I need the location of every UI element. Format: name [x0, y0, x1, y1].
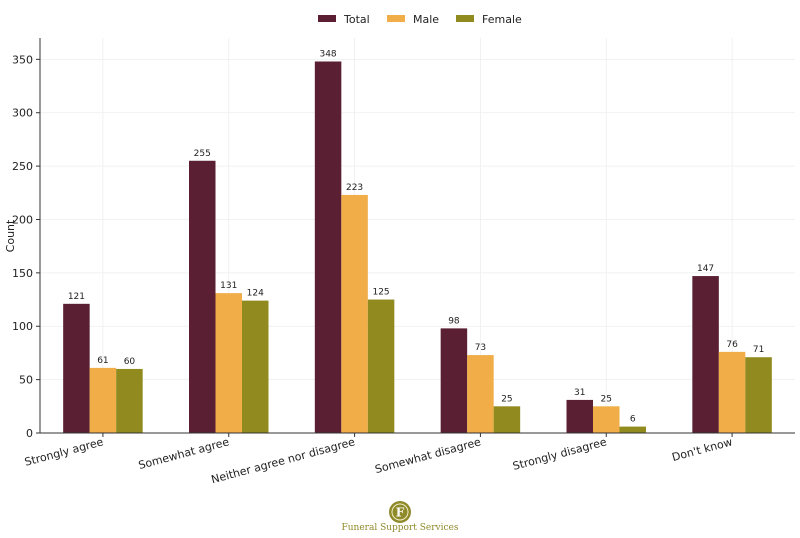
bar-male	[718, 351, 746, 433]
data-label: 147	[697, 264, 714, 274]
logo-emblem-ring	[391, 503, 409, 521]
data-label: 25	[601, 394, 612, 404]
x-tick-label: Somewhat agree	[137, 435, 231, 472]
bar-male	[215, 293, 242, 433]
bar-total	[440, 328, 468, 433]
bar-male	[341, 194, 368, 433]
y-tick-label: 350	[12, 53, 33, 66]
brand-logo: F Funeral Support Services	[342, 501, 459, 533]
x-tick-label: Strongly disagree	[511, 435, 608, 473]
data-label: 125	[372, 288, 389, 298]
data-label: 73	[475, 343, 486, 353]
data-label: 124	[247, 289, 264, 299]
data-label: 255	[194, 149, 211, 159]
bar-female	[116, 368, 143, 433]
y-tick-label: 200	[12, 213, 33, 226]
data-label: 98	[448, 316, 460, 326]
data-label: 76	[726, 340, 738, 350]
data-label: 61	[97, 356, 108, 366]
bar-male	[467, 355, 494, 433]
x-tick-label: Somewhat disagree	[374, 435, 483, 476]
data-label: 6	[630, 415, 636, 425]
bar-female	[493, 406, 521, 433]
bar-total	[189, 160, 216, 433]
brand-name: Funeral Support Services	[342, 523, 459, 533]
bar-female	[367, 299, 395, 433]
legend-label-male: Male	[413, 13, 439, 26]
bar-male	[593, 406, 620, 433]
bar-total	[692, 276, 719, 433]
legend-label-female: Female	[482, 13, 522, 26]
data-label: 121	[68, 292, 85, 302]
data-label: 131	[220, 281, 237, 291]
y-tick-label: 50	[19, 374, 33, 387]
legend-label-total: Total	[343, 13, 370, 26]
legend-swatch-male	[387, 15, 405, 22]
bar-female	[745, 357, 772, 433]
legend-swatch-female	[456, 15, 474, 22]
y-tick-label: 150	[12, 267, 33, 280]
data-label: 25	[501, 394, 512, 404]
data-labels: 121 61 60 255 131 124 348 223 125 98 73 25 31 25 6 147 7…	[68, 49, 764, 424]
y-tick-label: 250	[12, 160, 33, 173]
y-tick-label: 100	[12, 320, 33, 333]
bars	[63, 61, 772, 434]
y-axis-label: Count	[4, 219, 17, 252]
data-label: 223	[346, 183, 363, 193]
x-tick-label: Don't know	[671, 435, 734, 464]
data-label: 71	[753, 345, 764, 355]
y-tick-label: 300	[12, 107, 33, 120]
bar-male	[89, 367, 117, 433]
bar-female	[619, 426, 646, 433]
bar-total	[566, 399, 593, 433]
data-label: 31	[574, 388, 585, 398]
bar-female	[242, 300, 269, 433]
data-label: 348	[319, 49, 336, 59]
legend-swatch-total	[318, 15, 336, 22]
y-axis: 0 50 100 150 200 250 300 350	[12, 38, 41, 440]
x-tick-label: Neither agree nor disagree	[210, 435, 357, 486]
legend: Total Male Female	[318, 13, 522, 26]
x-tick-label: Strongly agree	[23, 435, 105, 469]
bar-total	[63, 303, 90, 433]
logo-monogram: F	[396, 506, 405, 520]
grid	[40, 38, 795, 433]
bar-total	[314, 61, 342, 434]
data-label: 60	[124, 357, 136, 367]
y-tick-label: 0	[26, 427, 33, 440]
